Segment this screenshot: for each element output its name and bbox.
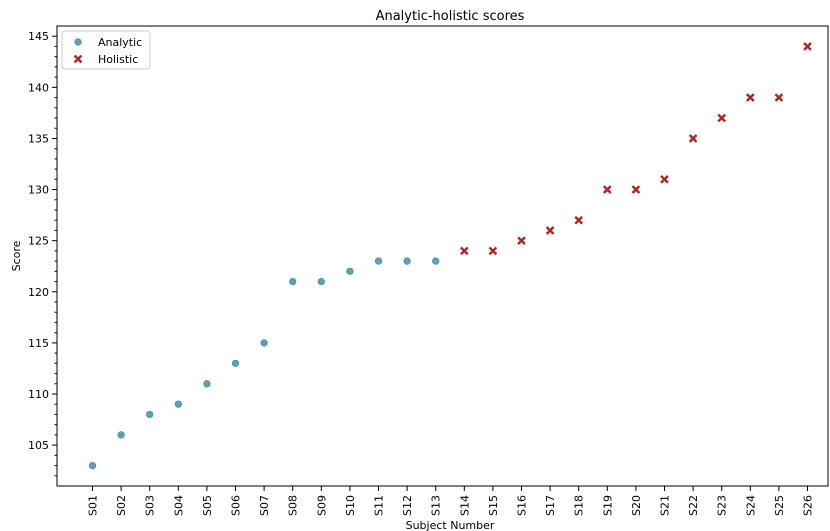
x-tick-label: S13	[430, 495, 443, 516]
legend-marker-analytic	[74, 38, 82, 46]
x-tick-label: S05	[201, 495, 214, 516]
holistic-point	[660, 175, 669, 184]
x-tick-label: S16	[516, 495, 529, 516]
analytic-point	[260, 339, 268, 347]
plot-frame	[56, 25, 829, 487]
analytic-point	[374, 257, 383, 265]
x-tick-label: S04	[172, 495, 185, 516]
plot-area	[56, 25, 829, 487]
analytic-point	[403, 257, 411, 265]
x-tick-label: S03	[144, 495, 157, 516]
holistic-point	[488, 246, 498, 256]
x-tick-label: S17	[544, 495, 557, 516]
analytic-point	[432, 257, 440, 265]
x-tick-label: S23	[716, 495, 729, 516]
x-tick-label: S06	[230, 495, 243, 516]
holistic-point	[545, 226, 555, 235]
analytic-point	[174, 400, 182, 408]
holistic-point	[517, 236, 526, 245]
x-tick-label: S15	[487, 495, 500, 516]
y-tick-label: 145	[28, 30, 49, 43]
y-tick-label: 115	[28, 337, 49, 350]
legend-box	[61, 30, 151, 70]
data-points	[88, 42, 812, 470]
x-tick-label: S01	[87, 495, 100, 516]
holistic-point	[746, 93, 755, 102]
analytic-point	[117, 431, 125, 439]
x-axis-label: Subject Number	[406, 519, 495, 531]
holistic-point	[717, 113, 726, 123]
y-axis-label: Score	[10, 240, 23, 271]
y-tick-label: 130	[28, 184, 49, 197]
legend-label-analytic: Analytic	[98, 36, 142, 49]
analytic-point	[289, 277, 297, 286]
y-tick-label: 125	[28, 235, 49, 248]
analytic-point	[146, 410, 154, 419]
analytic-point	[88, 461, 97, 470]
holistic-point	[631, 185, 641, 194]
x-tick-label: S21	[659, 495, 672, 516]
y-tick-label: 135	[28, 132, 49, 145]
analytic-point	[203, 380, 211, 388]
y-tick-label: 140	[28, 81, 49, 94]
holistic-point	[603, 185, 612, 194]
x-tick-label: S19	[601, 495, 614, 516]
holistic-point	[574, 215, 583, 225]
holistic-point	[688, 134, 698, 143]
holistic-point	[460, 246, 469, 256]
x-tick-label: S09	[315, 495, 328, 516]
x-tick-label: S14	[458, 495, 471, 516]
y-tick-label: 105	[28, 439, 49, 452]
y-tick-label: 110	[28, 388, 49, 401]
holistic-point	[774, 93, 784, 102]
legend: Analytic Holistic	[61, 30, 151, 70]
x-tick-label: S24	[744, 495, 757, 516]
analytic-point	[231, 359, 240, 367]
x-axis: S01 S02 S03 S04 S05 S06 S07 S08 S09 S10 S11 S12 S13 S…	[87, 486, 815, 516]
x-tick-label: S12	[401, 495, 414, 516]
chart-title: Analytic-holistic scores	[376, 9, 525, 24]
x-tick-label: S08	[287, 495, 300, 516]
analytic-point	[317, 277, 325, 286]
y-tick-label: 120	[28, 286, 49, 299]
x-tick-label: S07	[258, 495, 271, 516]
legend-marker-holistic	[73, 54, 83, 64]
analytic-point	[346, 267, 354, 275]
legend-label-holistic: Holistic	[98, 53, 138, 66]
x-tick-label: S22	[687, 495, 700, 516]
x-tick-label: S11	[373, 495, 386, 516]
y-axis: 105 110 115 120 125 130 135 140 145	[28, 30, 57, 477]
x-tick-label: S25	[773, 495, 786, 516]
x-tick-label: S20	[630, 495, 643, 516]
holistic-point	[803, 42, 812, 51]
x-tick-label: S26	[802, 495, 815, 516]
x-tick-label: S10	[344, 495, 357, 516]
x-tick-label: S18	[573, 495, 586, 516]
x-tick-label: S02	[115, 495, 128, 516]
